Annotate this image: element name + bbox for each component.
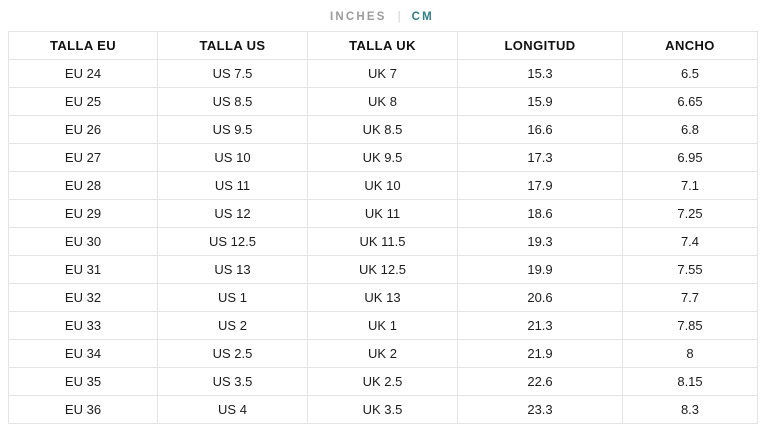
cell-us: US 2 [157,311,308,340]
cell-uk: UK 13 [307,283,458,312]
cell-us: US 1 [157,283,308,312]
cell-longitud: 16.6 [457,115,623,144]
cell-ancho: 7.55 [622,255,758,284]
cell-us: US 11 [157,171,308,200]
cell-eu: EU 36 [8,395,158,424]
table-row: EU 29 US 12 UK 11 18.6 7.25 [8,199,758,228]
cell-us: US 7.5 [157,59,308,88]
cell-uk: UK 11 [307,199,458,228]
cell-ancho: 8.15 [622,367,758,396]
table-row: EU 26 US 9.5 UK 8.5 16.6 6.8 [8,115,758,144]
cell-longitud: 19.9 [457,255,623,284]
cell-uk: UK 11.5 [307,227,458,256]
unit-toggle: INCHES | CM [0,0,764,31]
cell-eu: EU 30 [8,227,158,256]
cell-longitud: 17.3 [457,143,623,172]
cell-us: US 9.5 [157,115,308,144]
cell-us: US 4 [157,395,308,424]
cell-us: US 8.5 [157,87,308,116]
cell-eu: EU 24 [8,59,158,88]
table-row: EU 36 US 4 UK 3.5 23.3 8.3 [8,395,758,424]
size-chart: TALLA EU TALLA US TALLA UK LONGITUD ANCH… [0,31,764,424]
cell-ancho: 6.95 [622,143,758,172]
table-row: EU 25 US 8.5 UK 8 15.9 6.65 [8,87,758,116]
table-row: EU 30 US 12.5 UK 11.5 19.3 7.4 [8,227,758,256]
cell-ancho: 7.1 [622,171,758,200]
cell-longitud: 15.9 [457,87,623,116]
cell-eu: EU 27 [8,143,158,172]
cell-us: US 10 [157,143,308,172]
unit-toggle-cm[interactable]: CM [411,10,434,23]
cell-uk: UK 8.5 [307,115,458,144]
cell-us: US 12 [157,199,308,228]
col-header-talla-uk: TALLA UK [307,31,458,60]
cell-eu: EU 25 [8,87,158,116]
cell-eu: EU 35 [8,367,158,396]
cell-longitud: 15.3 [457,59,623,88]
cell-eu: EU 29 [8,199,158,228]
table-row: EU 28 US 11 UK 10 17.9 7.1 [8,171,758,200]
size-table: TALLA EU TALLA US TALLA UK LONGITUD ANCH… [8,31,758,424]
col-header-longitud: LONGITUD [457,31,623,60]
cell-us: US 13 [157,255,308,284]
cell-uk: UK 1 [307,311,458,340]
col-header-ancho: ANCHO [622,31,758,60]
table-row: EU 27 US 10 UK 9.5 17.3 6.95 [8,143,758,172]
cell-eu: EU 34 [8,339,158,368]
table-row: EU 24 US 7.5 UK 7 15.3 6.5 [8,59,758,88]
unit-toggle-separator: | [397,10,401,23]
col-header-talla-eu: TALLA EU [8,31,158,60]
col-header-talla-us: TALLA US [157,31,308,60]
cell-ancho: 8 [622,339,758,368]
cell-longitud: 17.9 [457,171,623,200]
cell-ancho: 7.85 [622,311,758,340]
cell-uk: UK 3.5 [307,395,458,424]
cell-ancho: 7.25 [622,199,758,228]
cell-eu: EU 28 [8,171,158,200]
cell-us: US 12.5 [157,227,308,256]
cell-longitud: 21.3 [457,311,623,340]
table-row: EU 35 US 3.5 UK 2.5 22.6 8.15 [8,367,758,396]
cell-eu: EU 33 [8,311,158,340]
cell-uk: UK 12.5 [307,255,458,284]
cell-longitud: 20.6 [457,283,623,312]
cell-us: US 3.5 [157,367,308,396]
cell-eu: EU 26 [8,115,158,144]
table-row: EU 33 US 2 UK 1 21.3 7.85 [8,311,758,340]
cell-us: US 2.5 [157,339,308,368]
cell-ancho: 7.7 [622,283,758,312]
table-row: EU 31 US 13 UK 12.5 19.9 7.55 [8,255,758,284]
cell-ancho: 8.3 [622,395,758,424]
cell-uk: UK 10 [307,171,458,200]
cell-longitud: 23.3 [457,395,623,424]
cell-ancho: 6.8 [622,115,758,144]
cell-longitud: 22.6 [457,367,623,396]
cell-ancho: 6.5 [622,59,758,88]
cell-eu: EU 32 [8,283,158,312]
cell-ancho: 6.65 [622,87,758,116]
cell-longitud: 18.6 [457,199,623,228]
cell-uk: UK 7 [307,59,458,88]
table-header-row: TALLA EU TALLA US TALLA UK LONGITUD ANCH… [8,31,758,60]
cell-uk: UK 9.5 [307,143,458,172]
table-row: EU 34 US 2.5 UK 2 21.9 8 [8,339,758,368]
unit-toggle-inches[interactable]: INCHES [330,10,387,23]
cell-longitud: 19.3 [457,227,623,256]
cell-uk: UK 2 [307,339,458,368]
cell-longitud: 21.9 [457,339,623,368]
cell-eu: EU 31 [8,255,158,284]
table-row: EU 32 US 1 UK 13 20.6 7.7 [8,283,758,312]
cell-uk: UK 8 [307,87,458,116]
cell-uk: UK 2.5 [307,367,458,396]
cell-ancho: 7.4 [622,227,758,256]
